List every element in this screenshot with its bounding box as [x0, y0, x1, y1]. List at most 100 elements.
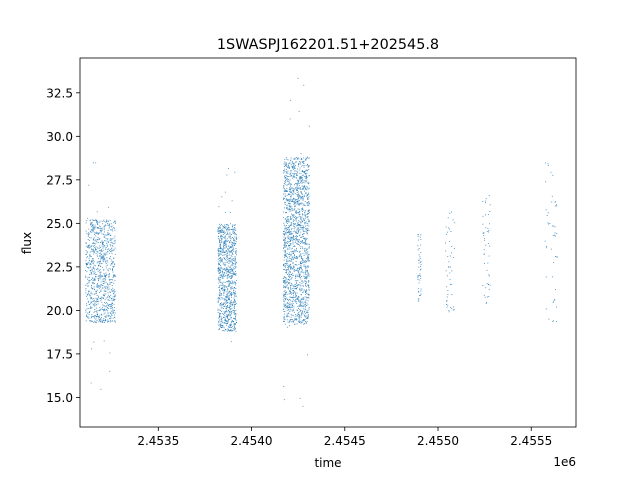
data-point: [228, 297, 230, 299]
data-point: [221, 230, 223, 232]
y-tick-label: 32.5: [46, 86, 73, 100]
data-point: [305, 157, 307, 159]
data-point: [94, 301, 96, 303]
data-point: [289, 243, 291, 245]
data-point: [289, 302, 291, 304]
data-point: [220, 234, 222, 236]
data-point: [288, 273, 290, 275]
data-point: [305, 311, 307, 313]
data-point: [103, 229, 105, 231]
x-tick-label: 2.4545: [324, 434, 366, 448]
data-point: [287, 242, 288, 244]
data-point: [103, 305, 105, 307]
data-point: [101, 314, 103, 316]
data-point: [102, 285, 104, 287]
data-point: [295, 295, 297, 297]
data-point: [95, 226, 97, 228]
data-point: [229, 246, 231, 248]
data-point: [417, 298, 419, 300]
data-point: [487, 227, 489, 229]
data-point: [290, 297, 292, 298]
data-point: [221, 325, 223, 326]
data-point: [228, 248, 230, 250]
data-point: [108, 315, 110, 317]
data-point: [235, 295, 237, 297]
data-point: [232, 249, 233, 251]
data-point: [301, 177, 303, 179]
data-point: [301, 197, 303, 199]
data-point: [233, 304, 235, 306]
data-point: [553, 234, 555, 236]
data-point: [226, 302, 228, 304]
data-point: [307, 210, 309, 212]
data-point: [96, 223, 98, 225]
data-point: [234, 295, 236, 297]
data-point: [107, 234, 108, 236]
data-point: [286, 225, 288, 227]
data-point: [90, 269, 92, 271]
data-point: [293, 268, 295, 270]
data-point: [418, 291, 420, 293]
data-point: [102, 242, 103, 244]
data-point: [304, 172, 306, 174]
data-point: [105, 297, 107, 299]
data-point: [301, 225, 303, 226]
data-point: [307, 259, 309, 261]
data-point: [419, 258, 421, 260]
data-point: [295, 187, 297, 189]
data-point: [302, 259, 304, 261]
data-point: [105, 260, 107, 262]
data-point: [285, 269, 287, 270]
data-point: [235, 281, 236, 283]
data-point: [232, 287, 234, 289]
data-point: [101, 256, 103, 258]
data-point: [223, 289, 225, 291]
data-point: [100, 388, 102, 390]
data-point: [289, 204, 291, 206]
data-point: [230, 266, 232, 268]
data-point: [235, 283, 237, 284]
data-point: [296, 229, 298, 231]
data-point: [220, 274, 222, 276]
data-point: [300, 163, 302, 165]
data-point: [90, 305, 92, 307]
data-point: [306, 189, 308, 191]
data-point: [285, 246, 287, 248]
data-point: [219, 323, 221, 325]
data-point: [419, 236, 421, 238]
data-point: [298, 203, 300, 205]
data-point: [233, 272, 235, 274]
data-point: [290, 254, 292, 256]
data-point: [221, 232, 223, 233]
data-point: [286, 208, 288, 210]
data-point: [291, 278, 293, 280]
data-point: [284, 193, 286, 195]
data-point: [305, 239, 307, 241]
data-point: [105, 315, 107, 317]
data-point: [112, 275, 114, 277]
data-point: [282, 308, 284, 310]
data-point: [303, 171, 305, 173]
data-point: [298, 306, 300, 307]
data-point: [303, 320, 305, 321]
data-point: [86, 295, 87, 297]
data-point: [108, 223, 110, 225]
data-point: [221, 270, 223, 272]
data-point: [105, 293, 107, 295]
data-point: [291, 251, 293, 253]
data-point: [234, 234, 236, 236]
data-point: [291, 193, 293, 195]
data-point: [305, 230, 307, 232]
data-point: [91, 286, 92, 288]
data-point: [283, 240, 284, 241]
data-point: [91, 287, 93, 289]
data-point: [101, 240, 103, 242]
data-point: [294, 275, 296, 277]
data-point: [304, 223, 306, 225]
data-point: [234, 256, 236, 258]
data-point: [89, 224, 91, 226]
plot-frame: [79, 57, 577, 428]
data-point: [95, 246, 97, 248]
data-point: [104, 252, 106, 254]
data-point: [484, 263, 485, 264]
